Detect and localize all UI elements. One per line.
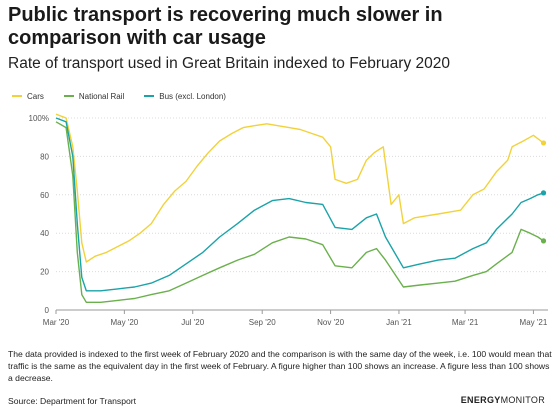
legend-label-bus: Bus (excl. London): [159, 91, 226, 101]
y-tick-label-20: 20: [40, 268, 49, 277]
line-chart: 0 20 40 60 80 100% Mar '20 May '20 Jul '20 Sep '2…: [29, 113, 548, 327]
legend-swatch-national-rail: [63, 95, 74, 97]
bus-line: [55, 117, 544, 292]
cars-line: [55, 113, 544, 263]
national-rail-line: [55, 121, 544, 303]
legend-item-cars: Cars: [12, 90, 44, 102]
cars-end-point: [540, 140, 547, 146]
x-tick-label-2: Jul '20: [181, 318, 204, 327]
legend-item-national-rail: National Rail: [63, 90, 125, 102]
brand-light: MONITOR: [500, 395, 545, 405]
brand-bold: ENERGY: [460, 395, 501, 405]
x-tick-label-5: Jan '21: [386, 318, 412, 327]
x-tick-label-1: May '20: [110, 318, 138, 327]
x-tick-label-6: Mar '21: [452, 318, 479, 327]
y-tick-label-100: 100%: [29, 114, 49, 123]
bus-end-point: [540, 190, 547, 196]
legend-swatch-cars: [12, 95, 22, 97]
chart-title: Public transport is recovering much slow…: [8, 4, 443, 49]
legend-label-cars: Cars: [27, 91, 44, 101]
x-tick-label-0: Mar '20: [43, 318, 70, 327]
chart-note: The data provided is indexed to the firs…: [8, 349, 552, 383]
y-tick-label-60: 60: [40, 191, 49, 200]
chart-source: Source: Department for Transport: [8, 396, 137, 406]
legend-label-national-rail: National Rail: [78, 91, 125, 101]
x-tick-label-4: Nov '20: [317, 318, 344, 327]
chart-subtitle: Rate of transport used in Great Britain …: [8, 55, 450, 72]
x-tick-label-7: May '21: [520, 318, 548, 327]
brand-logo: ENERGYMONITOR: [461, 395, 545, 405]
chart-legend: Cars National Rail Bus (excl. London): [12, 90, 226, 102]
x-tick-label-3: Sep '20: [249, 318, 276, 327]
y-tick-label-0: 0: [45, 306, 50, 315]
legend-swatch-bus: [144, 95, 155, 97]
national-rail-end-point: [540, 238, 547, 244]
legend-item-bus: Bus (excl. London): [144, 90, 226, 102]
y-tick-label-40: 40: [40, 229, 49, 238]
y-tick-label-80: 80: [40, 152, 49, 161]
